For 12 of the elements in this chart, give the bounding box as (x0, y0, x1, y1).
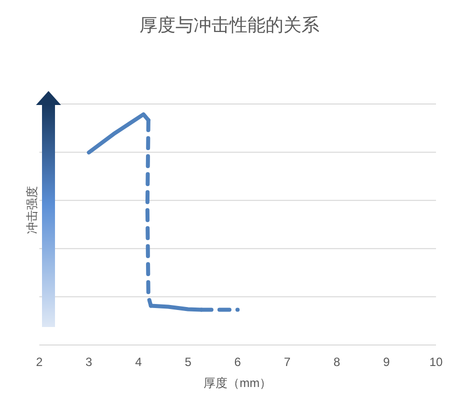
x-tick-label: 8 (333, 355, 340, 369)
x-tick-label: 3 (86, 355, 93, 369)
x-axis-title: 厚度（mm） (204, 376, 272, 390)
x-tick-label: 4 (135, 355, 142, 369)
y-axis-title: 冲击强度 (25, 186, 39, 234)
x-tick-label: 10 (429, 355, 443, 369)
x-tick-label: 9 (383, 355, 390, 369)
chart-title: 厚度与冲击性能的关系 (140, 15, 320, 35)
x-tick-label: 5 (184, 355, 192, 369)
x-tick-label: 2 (36, 355, 43, 369)
x-tick-label: 7 (284, 355, 291, 369)
x-tick-label: 6 (234, 355, 242, 369)
